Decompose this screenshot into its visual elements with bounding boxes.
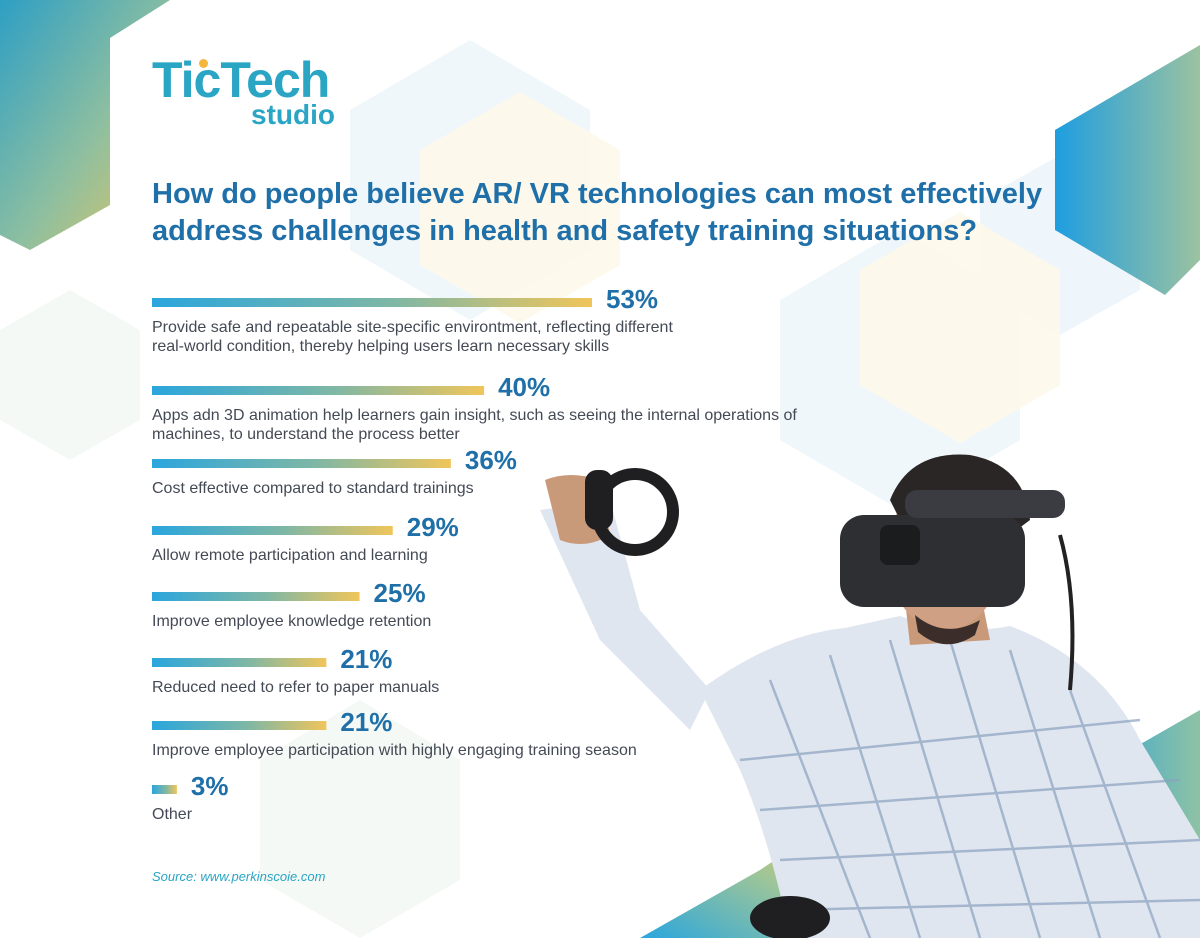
logo-wordmark: TicTech (152, 52, 330, 108)
bar-chart: 53% 40% 36% 29% 25% 21% 21% 3% (152, 284, 658, 801)
arm (540, 500, 710, 730)
category-label-5: Reduced need to refer to paper manuals (152, 679, 440, 696)
vr-headset-icon (840, 515, 1025, 607)
bar-5 (152, 658, 327, 667)
shirt (700, 616, 1200, 938)
bar-4 (152, 592, 360, 601)
source-note: Source: www.perkinscoie.com (152, 869, 326, 884)
value-label-3: 29% (407, 512, 459, 542)
logo-subtitle: studio (251, 99, 335, 130)
category-label-2: Cost effective compared to standard trai… (152, 480, 474, 497)
logo-dot-icon (199, 59, 208, 68)
chart-title: How do people believe AR/ VR technologie… (152, 178, 1043, 247)
value-label-0: 53% (606, 284, 658, 314)
bar-1 (152, 386, 485, 395)
value-label-6: 21% (340, 707, 392, 737)
value-label-2: 36% (465, 445, 517, 475)
value-label-4: 25% (374, 578, 426, 608)
bar-2 (152, 459, 451, 468)
category-label-1: Apps adn 3D animation help learners gain… (152, 407, 797, 443)
category-label-7: Other (152, 806, 193, 823)
category-label-0: Provide safe and repeatable site-specifi… (152, 319, 673, 355)
category-label-6: Improve employee participation with high… (152, 742, 637, 759)
tictech-logo: TicTech studio (152, 50, 352, 130)
bar-0 (152, 298, 592, 307)
bar-7 (152, 785, 177, 794)
beard (915, 615, 980, 645)
value-label-7: 3% (191, 771, 229, 801)
bar-6 (152, 721, 327, 730)
category-label-4: Improve employee knowledge retention (152, 613, 432, 630)
vr-user-photo (540, 454, 1200, 938)
value-label-5: 21% (340, 644, 392, 674)
value-label-1: 40% (498, 372, 550, 402)
bar-3 (152, 526, 393, 535)
category-label-3: Allow remote participation and learning (152, 547, 428, 564)
